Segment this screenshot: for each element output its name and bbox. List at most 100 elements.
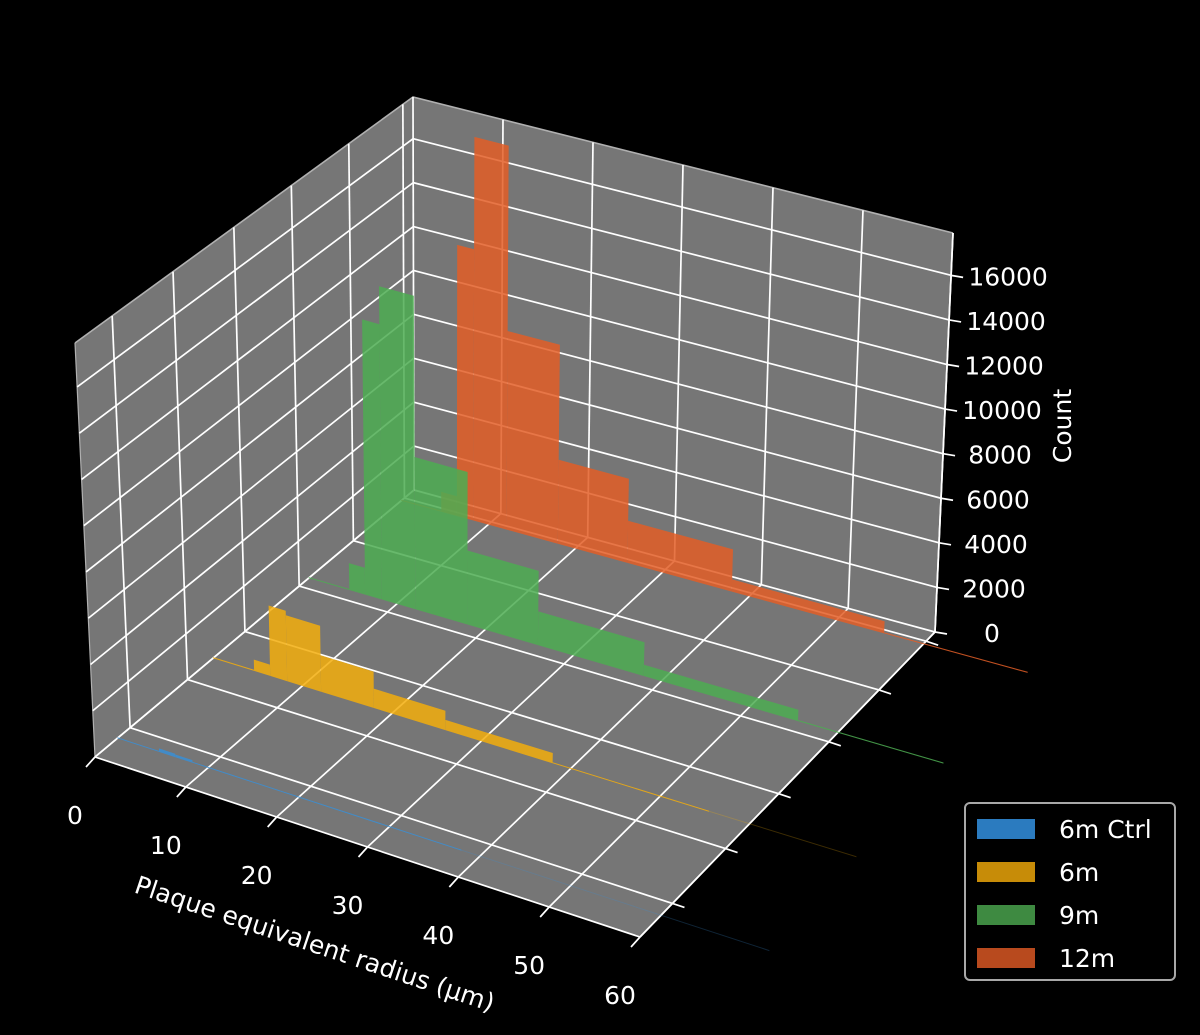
histogram-bar	[627, 520, 733, 592]
y-grid-line-left	[172, 271, 189, 680]
z-tick-mark	[950, 274, 964, 279]
histogram-bar	[373, 688, 446, 731]
histogram-bar	[280, 790, 353, 816]
y-grid-line-left	[233, 227, 246, 632]
z-tick-mark	[944, 408, 958, 412]
y-tick-mark	[925, 640, 939, 646]
histogram-bar	[308, 577, 350, 590]
series-6m	[213, 605, 857, 858]
pane-edge	[74, 342, 96, 758]
x-tick-mark	[630, 936, 641, 948]
z-grid-line-left	[78, 181, 414, 434]
z-tick-labels: 0 2000 4000 6000 8000 10000 12000 14000 …	[962, 262, 1048, 648]
x-tick-mark	[267, 816, 278, 828]
legend: 6m Ctrl 6m 9m 12m	[964, 802, 1176, 981]
z-tick-mark	[948, 319, 962, 323]
histogram-bar	[643, 664, 799, 722]
y-tick-mark	[878, 689, 892, 695]
histogram-bar	[473, 136, 509, 530]
x-tick-label: 20	[241, 861, 273, 890]
legend-label: 9m	[1059, 900, 1100, 930]
legend-label: 12m	[1059, 943, 1116, 973]
legend-item-9m: 9m	[977, 900, 1099, 930]
histogram-bar	[414, 457, 468, 625]
series-12m	[401, 136, 1028, 673]
axis-ticks	[85, 274, 964, 948]
z-axis-line	[934, 232, 954, 633]
histogram-bar	[226, 773, 281, 792]
left-pane	[75, 97, 414, 757]
y-grid-line-left	[290, 185, 301, 587]
histogram-bar	[798, 720, 944, 764]
x-tick-label: 40	[422, 921, 454, 950]
z-tick-mark	[940, 497, 954, 502]
z-tick-mark	[936, 586, 950, 591]
histogram-bar	[213, 657, 255, 671]
x-grid-line-back	[760, 187, 774, 585]
z-tick-label: 8000	[968, 441, 1032, 470]
legend-swatch	[977, 905, 1035, 925]
z-grid-line-left	[81, 225, 414, 481]
histogram-bar	[884, 632, 1028, 673]
series-9m	[308, 286, 944, 764]
x-grid-line-floor	[548, 607, 849, 908]
legend-swatch	[977, 862, 1035, 882]
histogram-bar	[352, 814, 462, 851]
y-tick-mark	[828, 740, 842, 747]
x-grid-line-back	[847, 210, 864, 609]
z-grid-line-left	[94, 489, 415, 758]
histogram-bar	[320, 655, 374, 708]
x-tick-labels: 0 10 20 30 40 50 60	[67, 801, 636, 1010]
y-grid-line-left	[111, 315, 131, 728]
legend-label: 6m	[1059, 857, 1100, 887]
histogram-bar	[445, 719, 553, 764]
x-tick-mark	[357, 846, 369, 858]
histogram-bar	[537, 611, 645, 676]
legend-swatch	[977, 948, 1035, 968]
histogram-bar	[362, 319, 382, 600]
y-grid-line-floor	[187, 678, 726, 850]
histogram-bar	[731, 579, 885, 634]
y-axis-line	[639, 631, 936, 938]
y-grid-line-floor	[298, 585, 830, 743]
histogram-bar	[268, 605, 288, 682]
histogram-bar	[192, 761, 227, 775]
histogram-bar	[253, 659, 271, 676]
histogram-bar	[117, 737, 159, 752]
z-axis-label: Count	[1048, 389, 1077, 463]
y-tick-mark	[725, 847, 738, 854]
z-tick-label: 16000	[968, 262, 1048, 291]
histogram-bar	[552, 762, 709, 812]
x-tick-mark	[85, 756, 96, 768]
histogram-bar	[379, 286, 416, 610]
legend-item-6m: 6m	[977, 857, 1099, 887]
z-grid-line-left	[92, 445, 415, 712]
histogram-bar	[708, 810, 857, 858]
histogram-bar	[158, 748, 176, 758]
x-tick-label: 60	[604, 981, 636, 1010]
z-tick-label: 2000	[962, 574, 1026, 603]
x-tick-label: 50	[513, 951, 545, 980]
z-grid-line-left	[76, 138, 414, 388]
x-grid-line-floor	[457, 584, 762, 878]
x-tick-mark	[539, 906, 550, 918]
histogram-bar	[506, 331, 560, 544]
legend-item-12m: 12m	[977, 943, 1115, 973]
legend-label: 6m Ctrl	[1059, 814, 1152, 844]
x-tick-label: 0	[67, 801, 83, 830]
x-grid-line-back	[673, 164, 684, 562]
y-grid-line-left	[347, 143, 355, 541]
z-tick-label: 0	[984, 619, 1000, 648]
histogram-bars	[117, 136, 1028, 952]
z-tick-mark	[938, 541, 952, 546]
z-grid-line-left	[83, 269, 414, 527]
z-grid-line-left	[85, 313, 415, 573]
y-grid-line-floor	[129, 726, 673, 905]
histogram-bar	[285, 615, 322, 692]
x-tick-label: 10	[150, 831, 182, 860]
histogram-bar	[619, 901, 770, 952]
legend-item-6m-ctrl: 6m Ctrl	[977, 814, 1152, 844]
x-grid-line-floor	[366, 560, 676, 848]
z-tick-mark	[942, 452, 956, 457]
